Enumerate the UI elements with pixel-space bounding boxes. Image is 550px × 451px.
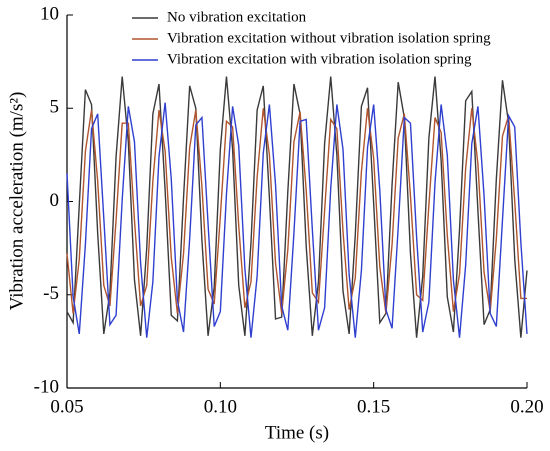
y-tick-label: 0 (50, 190, 60, 211)
y-axis-title: Vibration acceleration (m/s²) (6, 92, 27, 311)
legend-label: Vibration excitation without vibration i… (167, 30, 491, 46)
series-line (66, 102, 528, 338)
x-tick-label: 0.20 (510, 396, 543, 417)
x-axis-title: Time (s) (265, 422, 329, 443)
x-tick-label: 0.10 (204, 396, 237, 417)
series-line (66, 76, 528, 338)
y-tick-label: 10 (40, 3, 59, 24)
x-tick-label: 0.05 (50, 396, 83, 417)
y-tick-label: -10 (34, 376, 59, 397)
legend-label: No vibration excitation (167, 9, 307, 25)
legend-label: Vibration excitation with vibration isol… (167, 51, 472, 67)
y-tick-label: -5 (43, 283, 59, 304)
x-tick-label: 0.15 (357, 396, 390, 417)
series-line (66, 108, 527, 314)
y-tick-label: 5 (50, 97, 60, 118)
